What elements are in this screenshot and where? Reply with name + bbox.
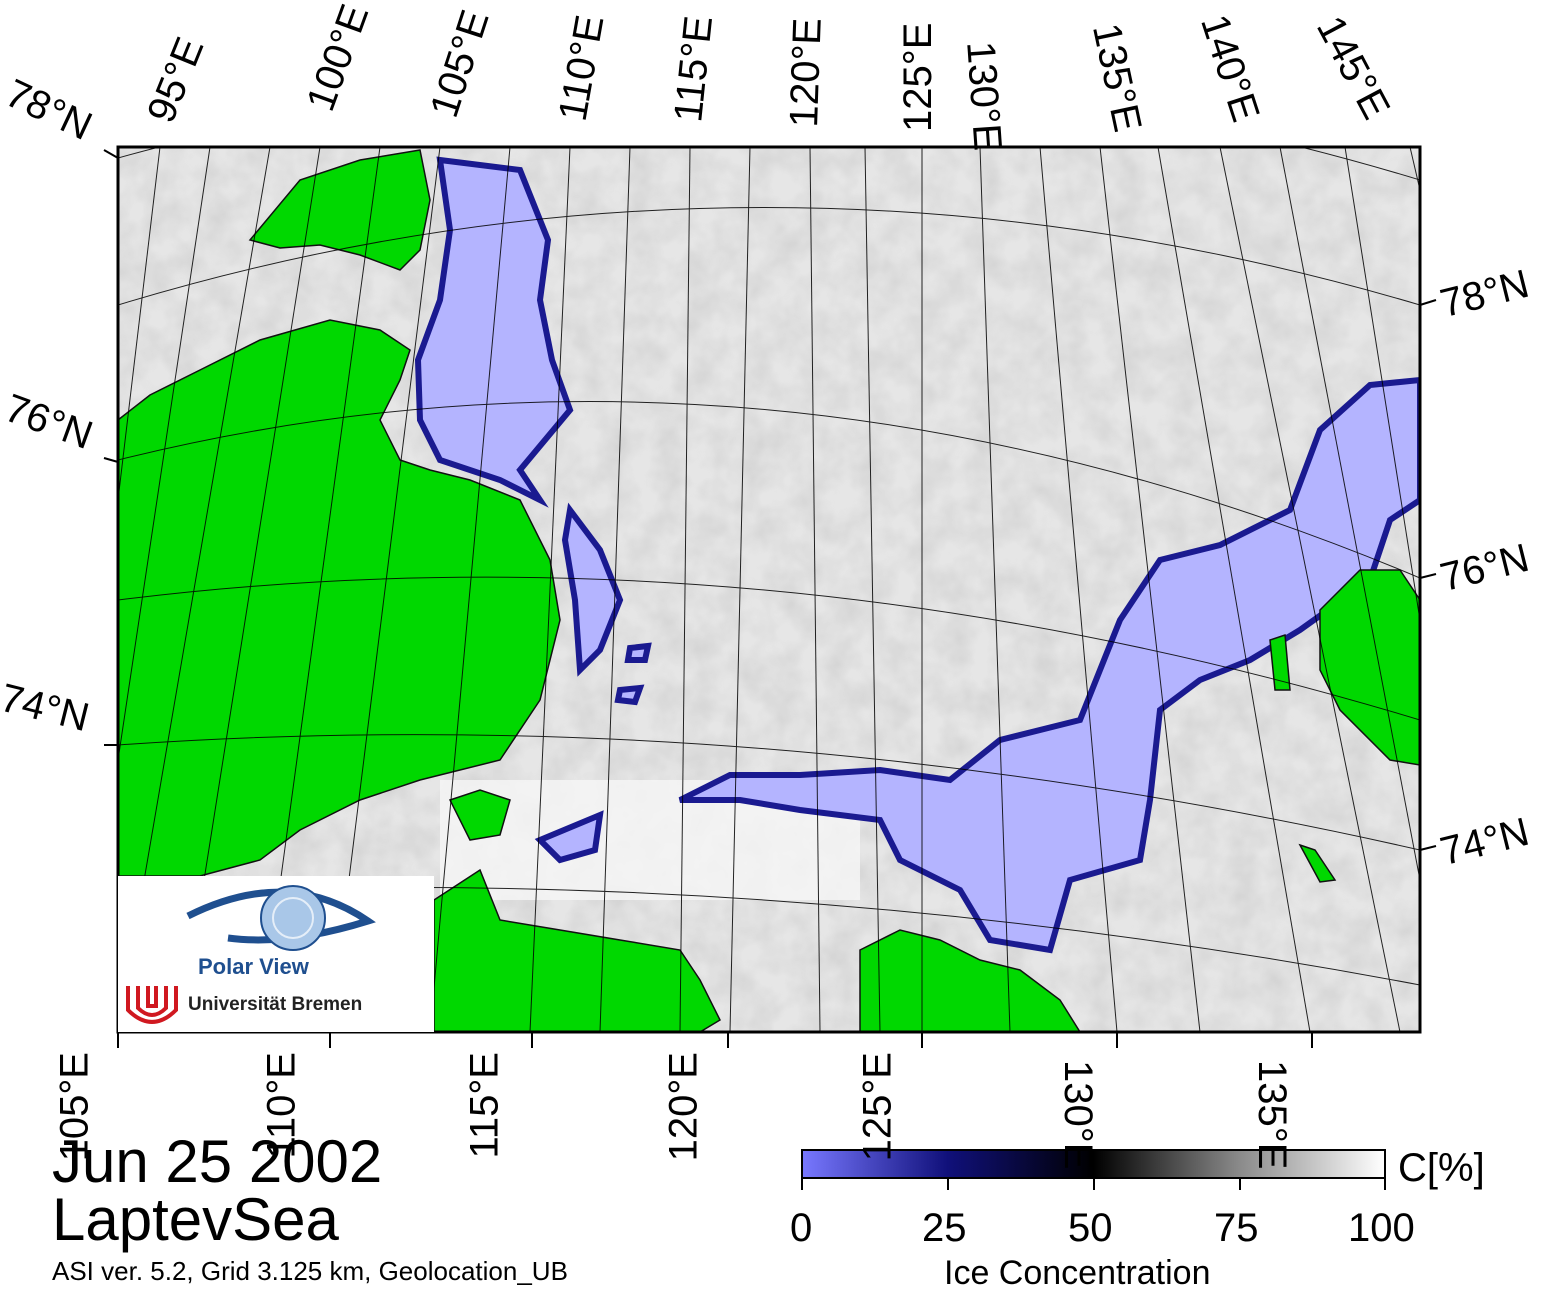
- severnaya-zemlya: [248, 149, 431, 271]
- lena-delta: [859, 929, 1081, 1032]
- map-footer: ASI ver. 5.2, Grid 3.125 km, Geolocation…: [52, 1256, 568, 1286]
- land: [118, 149, 1420, 1032]
- university-emblem-icon: [126, 986, 178, 1024]
- logo-title: Polar View: [198, 954, 309, 979]
- bottom-lon-label: 120°E: [661, 1052, 706, 1162]
- colorbar-tick-label: 50: [1068, 1206, 1113, 1250]
- bottom-lon-label: 130°E: [1056, 1060, 1100, 1170]
- colorbar-tick-label: 75: [1214, 1206, 1259, 1250]
- colorbar-tick-label: 0: [790, 1206, 813, 1250]
- colorbar-tick-label: 100: [1348, 1206, 1415, 1250]
- khatanga-coast: [433, 868, 721, 1032]
- open-water-region: [414, 156, 1420, 954]
- new-siberian-islands: [1319, 569, 1420, 766]
- bottom-lon-label: 115°E: [462, 1052, 507, 1159]
- polar-view-logo: Polar View Universität Bremen: [118, 876, 434, 1032]
- colorbar-ticks: [801, 1178, 1386, 1190]
- map-region: LaptevSea: [52, 1186, 339, 1253]
- colorbar-title: Ice Concentration: [944, 1254, 1211, 1292]
- bottom-lon-label: 135°E: [1250, 1060, 1294, 1170]
- colorbar: [801, 1149, 1386, 1179]
- map-frame: [116, 145, 1422, 1034]
- map-date: Jun 25 2002: [52, 1128, 383, 1195]
- logo-subtitle: Universität Bremen: [188, 994, 363, 1015]
- colorbar-unit: C[%]: [1398, 1146, 1485, 1190]
- colorbar-tick-label: 25: [922, 1206, 967, 1250]
- bottom-lon-label: 125°E: [855, 1052, 900, 1162]
- top-lon-label: 115°E: [666, 13, 722, 125]
- tick-marks: [103, 149, 1437, 1048]
- eye-globe-icon: [186, 885, 376, 951]
- map-canvas: [118, 147, 1420, 1032]
- top-lon-label: 130°E: [958, 39, 1010, 153]
- taymyr-peninsula: [118, 319, 561, 877]
- top-lon-label: 120°E: [782, 17, 830, 129]
- top-lon-label: 125°E: [896, 22, 940, 132]
